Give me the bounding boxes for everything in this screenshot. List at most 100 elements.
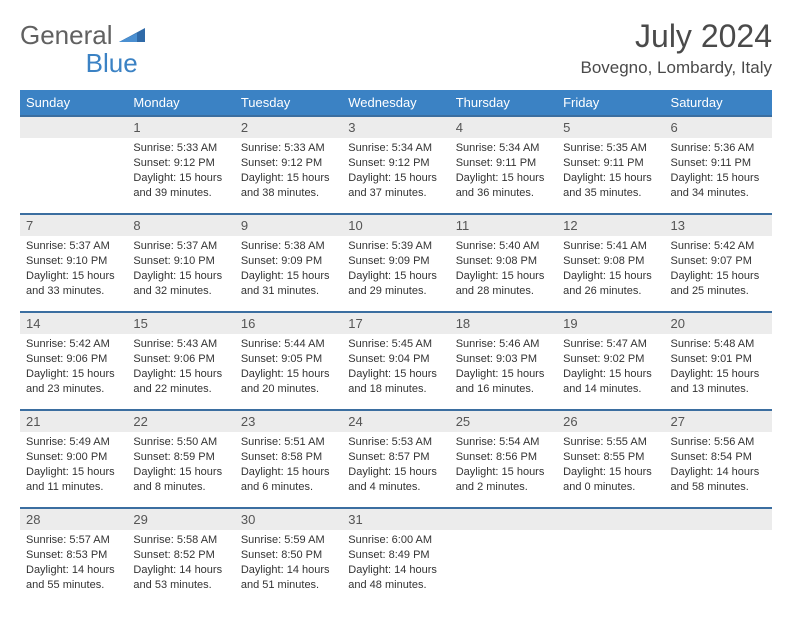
day-number: 9	[235, 215, 342, 236]
weekday-header: Monday	[127, 90, 234, 116]
calendar-week-row: 21Sunrise: 5:49 AMSunset: 9:00 PMDayligh…	[20, 410, 772, 508]
day-number: 30	[235, 509, 342, 530]
day-number: 17	[342, 313, 449, 334]
day-number: 29	[127, 509, 234, 530]
day-number: 25	[450, 411, 557, 432]
calendar-day-cell: 24Sunrise: 5:53 AMSunset: 8:57 PMDayligh…	[342, 410, 449, 508]
day-number: 31	[342, 509, 449, 530]
brand-logo: General	[20, 20, 147, 51]
day-info: Sunrise: 5:56 AMSunset: 8:54 PMDaylight:…	[665, 432, 772, 500]
calendar-day-cell: 6Sunrise: 5:36 AMSunset: 9:11 PMDaylight…	[665, 116, 772, 214]
calendar-day-cell: 27Sunrise: 5:56 AMSunset: 8:54 PMDayligh…	[665, 410, 772, 508]
day-number: 12	[557, 215, 664, 236]
calendar-day-cell: 14Sunrise: 5:42 AMSunset: 9:06 PMDayligh…	[20, 312, 127, 410]
day-info: Sunrise: 5:45 AMSunset: 9:04 PMDaylight:…	[342, 334, 449, 402]
month-title: July 2024	[580, 20, 772, 52]
day-number: 26	[557, 411, 664, 432]
day-number: 21	[20, 411, 127, 432]
location-label: Bovegno, Lombardy, Italy	[580, 58, 772, 78]
day-info: Sunrise: 5:34 AMSunset: 9:11 PMDaylight:…	[450, 138, 557, 206]
day-number: 20	[665, 313, 772, 334]
day-info: Sunrise: 5:44 AMSunset: 9:05 PMDaylight:…	[235, 334, 342, 402]
calendar-week-row: 14Sunrise: 5:42 AMSunset: 9:06 PMDayligh…	[20, 312, 772, 410]
title-block: July 2024 Bovegno, Lombardy, Italy	[580, 20, 772, 78]
calendar-day-cell: 22Sunrise: 5:50 AMSunset: 8:59 PMDayligh…	[127, 410, 234, 508]
day-info: Sunrise: 5:41 AMSunset: 9:08 PMDaylight:…	[557, 236, 664, 304]
day-info: Sunrise: 5:42 AMSunset: 9:07 PMDaylight:…	[665, 236, 772, 304]
day-info: Sunrise: 5:50 AMSunset: 8:59 PMDaylight:…	[127, 432, 234, 500]
calendar-table: SundayMondayTuesdayWednesdayThursdayFrid…	[20, 90, 772, 605]
calendar-day-cell: 30Sunrise: 5:59 AMSunset: 8:50 PMDayligh…	[235, 508, 342, 605]
day-number: 2	[235, 117, 342, 138]
day-number	[557, 509, 664, 530]
day-info: Sunrise: 5:37 AMSunset: 9:10 PMDaylight:…	[20, 236, 127, 304]
day-number	[450, 509, 557, 530]
day-info: Sunrise: 5:37 AMSunset: 9:10 PMDaylight:…	[127, 236, 234, 304]
calendar-day-cell: 29Sunrise: 5:58 AMSunset: 8:52 PMDayligh…	[127, 508, 234, 605]
calendar-day-cell: 23Sunrise: 5:51 AMSunset: 8:58 PMDayligh…	[235, 410, 342, 508]
calendar-day-cell: 15Sunrise: 5:43 AMSunset: 9:06 PMDayligh…	[127, 312, 234, 410]
day-info: Sunrise: 5:38 AMSunset: 9:09 PMDaylight:…	[235, 236, 342, 304]
day-number: 18	[450, 313, 557, 334]
calendar-day-cell: 21Sunrise: 5:49 AMSunset: 9:00 PMDayligh…	[20, 410, 127, 508]
day-info: Sunrise: 5:36 AMSunset: 9:11 PMDaylight:…	[665, 138, 772, 206]
calendar-day-cell: 8Sunrise: 5:37 AMSunset: 9:10 PMDaylight…	[127, 214, 234, 312]
day-info: Sunrise: 5:55 AMSunset: 8:55 PMDaylight:…	[557, 432, 664, 500]
day-info: Sunrise: 5:49 AMSunset: 9:00 PMDaylight:…	[20, 432, 127, 500]
day-info: Sunrise: 5:34 AMSunset: 9:12 PMDaylight:…	[342, 138, 449, 206]
calendar-day-cell: 31Sunrise: 6:00 AMSunset: 8:49 PMDayligh…	[342, 508, 449, 605]
calendar-week-row: 1Sunrise: 5:33 AMSunset: 9:12 PMDaylight…	[20, 116, 772, 214]
calendar-body: 1Sunrise: 5:33 AMSunset: 9:12 PMDaylight…	[20, 116, 772, 605]
day-number: 6	[665, 117, 772, 138]
weekday-header-row: SundayMondayTuesdayWednesdayThursdayFrid…	[20, 90, 772, 116]
weekday-header: Saturday	[665, 90, 772, 116]
weekday-header: Thursday	[450, 90, 557, 116]
weekday-header: Sunday	[20, 90, 127, 116]
calendar-day-cell: 12Sunrise: 5:41 AMSunset: 9:08 PMDayligh…	[557, 214, 664, 312]
calendar-day-cell	[665, 508, 772, 605]
day-number: 16	[235, 313, 342, 334]
day-info: Sunrise: 5:58 AMSunset: 8:52 PMDaylight:…	[127, 530, 234, 598]
day-number: 19	[557, 313, 664, 334]
flag-icon	[119, 24, 145, 46]
weekday-header: Tuesday	[235, 90, 342, 116]
calendar-day-cell: 16Sunrise: 5:44 AMSunset: 9:05 PMDayligh…	[235, 312, 342, 410]
day-info: Sunrise: 6:00 AMSunset: 8:49 PMDaylight:…	[342, 530, 449, 598]
calendar-day-cell	[557, 508, 664, 605]
day-number: 11	[450, 215, 557, 236]
day-number: 23	[235, 411, 342, 432]
day-number: 24	[342, 411, 449, 432]
day-info: Sunrise: 5:53 AMSunset: 8:57 PMDaylight:…	[342, 432, 449, 500]
day-number: 27	[665, 411, 772, 432]
brand-line2: GeneBlue	[20, 48, 138, 79]
calendar-day-cell: 13Sunrise: 5:42 AMSunset: 9:07 PMDayligh…	[665, 214, 772, 312]
calendar-day-cell: 5Sunrise: 5:35 AMSunset: 9:11 PMDaylight…	[557, 116, 664, 214]
day-number: 13	[665, 215, 772, 236]
calendar-day-cell: 3Sunrise: 5:34 AMSunset: 9:12 PMDaylight…	[342, 116, 449, 214]
brand-part2: Blue	[86, 48, 138, 79]
day-info: Sunrise: 5:51 AMSunset: 8:58 PMDaylight:…	[235, 432, 342, 500]
day-info: Sunrise: 5:47 AMSunset: 9:02 PMDaylight:…	[557, 334, 664, 402]
day-info: Sunrise: 5:40 AMSunset: 9:08 PMDaylight:…	[450, 236, 557, 304]
calendar-day-cell: 1Sunrise: 5:33 AMSunset: 9:12 PMDaylight…	[127, 116, 234, 214]
calendar-day-cell	[20, 116, 127, 214]
day-number	[665, 509, 772, 530]
calendar-day-cell: 28Sunrise: 5:57 AMSunset: 8:53 PMDayligh…	[20, 508, 127, 605]
calendar-day-cell	[450, 508, 557, 605]
day-info: Sunrise: 5:46 AMSunset: 9:03 PMDaylight:…	[450, 334, 557, 402]
day-number: 14	[20, 313, 127, 334]
day-number: 10	[342, 215, 449, 236]
weekday-header: Wednesday	[342, 90, 449, 116]
day-number: 3	[342, 117, 449, 138]
calendar-day-cell: 4Sunrise: 5:34 AMSunset: 9:11 PMDaylight…	[450, 116, 557, 214]
calendar-day-cell: 26Sunrise: 5:55 AMSunset: 8:55 PMDayligh…	[557, 410, 664, 508]
day-number: 5	[557, 117, 664, 138]
calendar-week-row: 28Sunrise: 5:57 AMSunset: 8:53 PMDayligh…	[20, 508, 772, 605]
day-info: Sunrise: 5:43 AMSunset: 9:06 PMDaylight:…	[127, 334, 234, 402]
calendar-day-cell: 19Sunrise: 5:47 AMSunset: 9:02 PMDayligh…	[557, 312, 664, 410]
calendar-week-row: 7Sunrise: 5:37 AMSunset: 9:10 PMDaylight…	[20, 214, 772, 312]
calendar-day-cell: 11Sunrise: 5:40 AMSunset: 9:08 PMDayligh…	[450, 214, 557, 312]
day-number: 4	[450, 117, 557, 138]
calendar-day-cell: 25Sunrise: 5:54 AMSunset: 8:56 PMDayligh…	[450, 410, 557, 508]
day-info: Sunrise: 5:33 AMSunset: 9:12 PMDaylight:…	[235, 138, 342, 206]
